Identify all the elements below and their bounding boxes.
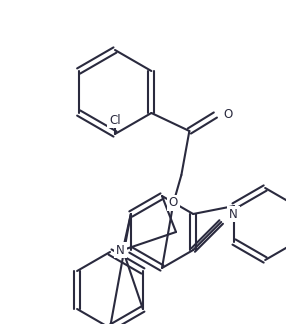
Text: O: O <box>169 196 178 210</box>
Text: Cl: Cl <box>109 113 121 126</box>
Text: N: N <box>116 244 125 257</box>
Text: N: N <box>229 207 238 221</box>
Text: O: O <box>223 109 233 122</box>
